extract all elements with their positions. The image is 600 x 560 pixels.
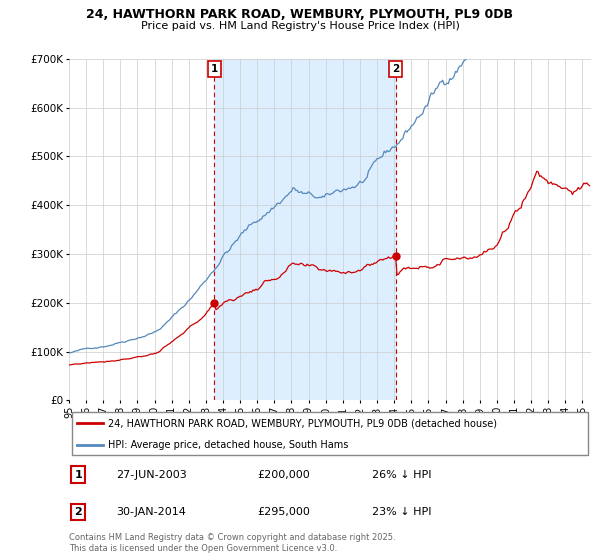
Text: 24, HAWTHORN PARK ROAD, WEMBURY, PLYMOUTH, PL9 0DB (detached house): 24, HAWTHORN PARK ROAD, WEMBURY, PLYMOUT… [108,418,497,428]
Text: HPI: Average price, detached house, South Hams: HPI: Average price, detached house, Sout… [108,440,349,450]
Text: 23% ↓ HPI: 23% ↓ HPI [372,507,431,517]
FancyBboxPatch shape [71,412,589,455]
Text: 30-JAN-2014: 30-JAN-2014 [116,507,186,517]
Text: Contains HM Land Registry data © Crown copyright and database right 2025.
This d: Contains HM Land Registry data © Crown c… [69,533,395,553]
Text: 2: 2 [74,507,82,517]
Bar [214,59,395,400]
Text: 24, HAWTHORN PARK ROAD, WEMBURY, PLYMOUTH, PL9 0DB: 24, HAWTHORN PARK ROAD, WEMBURY, PLYMOUT… [86,8,514,21]
Text: 27-JUN-2003: 27-JUN-2003 [116,470,187,479]
Text: 26% ↓ HPI: 26% ↓ HPI [372,470,431,479]
Text: £295,000: £295,000 [257,507,310,517]
Text: 1: 1 [211,64,218,74]
Text: Price paid vs. HM Land Registry's House Price Index (HPI): Price paid vs. HM Land Registry's House … [140,21,460,31]
Text: 2: 2 [392,64,399,74]
Text: 1: 1 [74,470,82,479]
Text: £200,000: £200,000 [257,470,310,479]
